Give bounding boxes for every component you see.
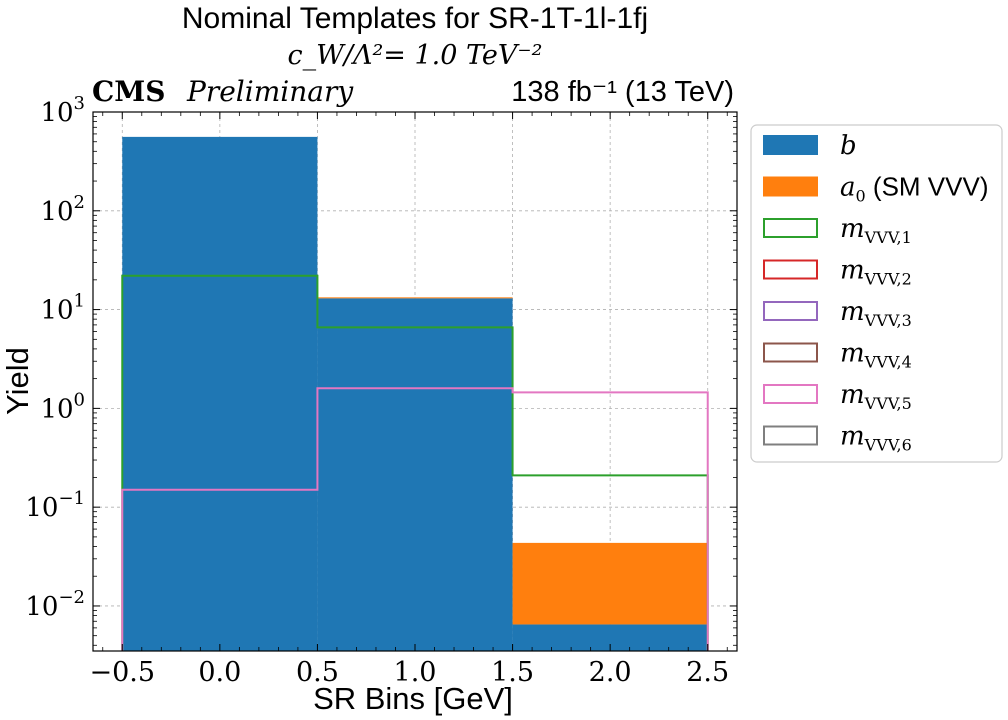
legend-label-5: mVVV,4 — [840, 339, 912, 372]
legend-swatch-6 — [763, 384, 818, 404]
legend-label-6: mVVV,5 — [840, 380, 912, 413]
legend-label-4: mVVV,3 — [840, 297, 912, 330]
x-axis-label: SR Bins [GeV] — [313, 681, 513, 716]
experiment-sublabel: Preliminary — [186, 75, 354, 108]
legend-item-7: mVVV,6 — [763, 422, 912, 455]
legend-item-1: a0 (SM VVV) — [763, 172, 989, 206]
y-axis-ticks: 10−2 10−1 100 101 102 103 — [25, 93, 737, 646]
x-axis-ticks: −0.5 0.0 0.5 1.0 1.5 2.0 2.5 — [89, 112, 729, 688]
experiment-label: CMS — [92, 75, 166, 108]
legend-label-1: a0 (SM VVV) — [840, 172, 989, 206]
legend-item-3: mVVV,2 — [763, 256, 912, 289]
legend-item-4: mVVV,3 — [763, 297, 912, 330]
x-tick-label-5: 2.0 — [589, 657, 632, 688]
legend-swatch-7 — [763, 425, 818, 446]
bar-0-bin-0 — [122, 136, 318, 651]
legend-item-6: mVVV,5 — [763, 380, 912, 413]
legend-label-2: mVVV,1 — [840, 214, 912, 247]
bar-1-bin-2 — [512, 542, 708, 625]
legend-label-0: b — [840, 131, 857, 161]
x-tick-label-0: −0.5 — [89, 657, 155, 688]
legend: b a0 (SM VVV) mVVV,1 mVVV,2 mVVV,3 mVVV,4 mVVV… — [763, 131, 989, 455]
x-tick-label-4: 1.5 — [491, 657, 534, 688]
step-lines — [121, 274, 709, 651]
legend-item-0: b — [763, 131, 857, 161]
legend-swatch-0 — [763, 135, 818, 155]
y-tick-label-0: 10−2 — [25, 587, 85, 622]
legend-swatch-4 — [763, 301, 818, 321]
legend-label-7: mVVV,6 — [840, 422, 912, 455]
legend-item-2: mVVV,1 — [763, 214, 912, 247]
bar-0-bin-1 — [317, 298, 513, 651]
legend-label-3: mVVV,2 — [840, 256, 912, 289]
y-tick-label-2: 100 — [40, 389, 85, 424]
y-tick-label-1: 10−1 — [25, 488, 85, 523]
step-series-4 — [121, 387, 709, 651]
chart-title-line-2: c_W/Λ²= 1.0 TeV⁻² — [288, 40, 543, 71]
y-axis-label: Yield — [0, 347, 35, 415]
chart-title-line-1: Nominal Templates for SR-1T-1l-1fj — [182, 2, 648, 35]
x-tick-label-3: 1.0 — [394, 657, 437, 688]
y-tick-label-5: 103 — [40, 93, 85, 128]
x-tick-label-6: 2.5 — [686, 657, 729, 688]
legend-swatch-2 — [763, 218, 818, 238]
x-tick-label-2: 0.5 — [296, 657, 339, 688]
legend-swatch-1 — [763, 176, 818, 197]
legend-swatch-5 — [763, 342, 818, 363]
lumi-label: 138 fb⁻¹ (13 TeV) — [511, 76, 734, 108]
bar-1-bin-1 — [317, 297, 513, 299]
legend-swatch-3 — [763, 259, 818, 280]
histogram-bars — [122, 136, 708, 651]
step-series-0 — [121, 274, 709, 651]
x-tick-label-1: 0.0 — [198, 657, 241, 688]
legend-item-5: mVVV,4 — [763, 339, 912, 372]
legend-frame — [750, 124, 1003, 463]
y-tick-label-4: 102 — [40, 192, 85, 227]
y-tick-label-3: 101 — [40, 291, 85, 326]
